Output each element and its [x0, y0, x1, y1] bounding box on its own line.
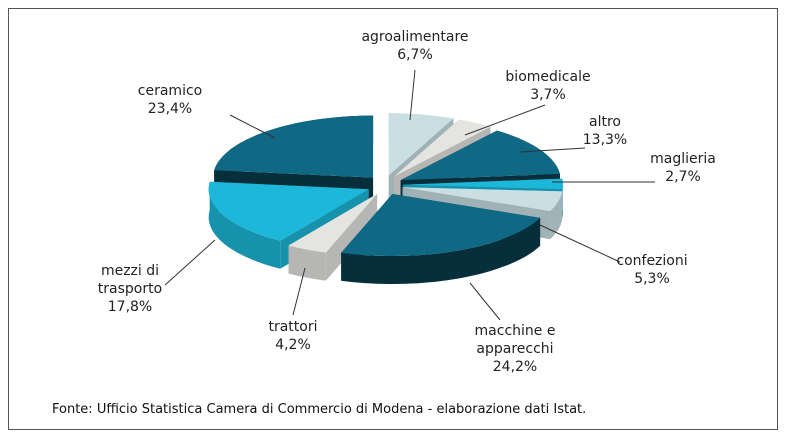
leader-line	[409, 69, 416, 121]
slice-top	[288, 193, 378, 253]
value-label: 3,7%	[530, 87, 566, 103]
category-label: altro	[589, 114, 621, 130]
slice-label: macchine e apparecchi 24,2%	[455, 322, 575, 376]
category-label: confezioni	[616, 253, 688, 269]
value-label: 24,2%	[492, 359, 538, 375]
leader-line	[519, 147, 586, 153]
slice-label: trattori 4,2%	[248, 318, 338, 354]
slice-top	[388, 113, 454, 176]
category-label: maglieria	[650, 151, 716, 167]
slice-top	[403, 178, 563, 189]
category-label: biomedicale	[505, 69, 591, 85]
value-label: 5,3%	[634, 271, 670, 287]
slice-top	[400, 130, 560, 181]
pie-slice	[288, 193, 378, 281]
leader-line	[292, 267, 306, 316]
slice-label: confezioni 5,3%	[602, 252, 702, 288]
slice-top	[394, 119, 491, 177]
slice-side	[208, 181, 281, 269]
slice-label: biomedicale 3,7%	[488, 68, 608, 104]
category-label: ceramico	[137, 83, 203, 99]
slice-side	[341, 217, 541, 284]
slice-side	[550, 191, 563, 240]
slice-side	[288, 245, 326, 281]
category-label: agroalimentare	[361, 29, 469, 45]
category-label: mezzi di trasporto	[97, 263, 163, 297]
leader-line	[464, 104, 546, 136]
slice-label: mezzi di trasporto 17,8%	[80, 262, 180, 316]
value-label: 17,8%	[107, 299, 153, 315]
leader-line	[229, 114, 276, 139]
slice-label: agroalimentare 6,7%	[345, 28, 485, 64]
slice-top	[402, 187, 563, 212]
value-label: 2,7%	[665, 169, 701, 185]
pie-slice	[341, 194, 541, 284]
slice-label: ceramico 23,4%	[120, 82, 220, 118]
leader-line	[469, 282, 501, 321]
slice-label: altro 13,3%	[565, 113, 645, 149]
category-label: trattori	[268, 319, 318, 335]
leader-line	[539, 224, 621, 263]
category-label: macchine e apparecchi	[474, 323, 556, 357]
slice-label: maglieria 2,7%	[633, 150, 733, 186]
chart-frame	[8, 8, 778, 430]
value-label: 4,2%	[275, 337, 311, 353]
source-note: Fonte: Ufficio Statistica Camera di Comm…	[52, 402, 587, 417]
slice-top	[214, 115, 374, 178]
slice-top	[341, 194, 541, 256]
value-label: 6,7%	[397, 47, 433, 63]
leader-line	[164, 239, 216, 286]
slice-top	[208, 181, 369, 241]
value-label: 13,3%	[582, 132, 628, 148]
value-label: 23,4%	[147, 101, 193, 117]
